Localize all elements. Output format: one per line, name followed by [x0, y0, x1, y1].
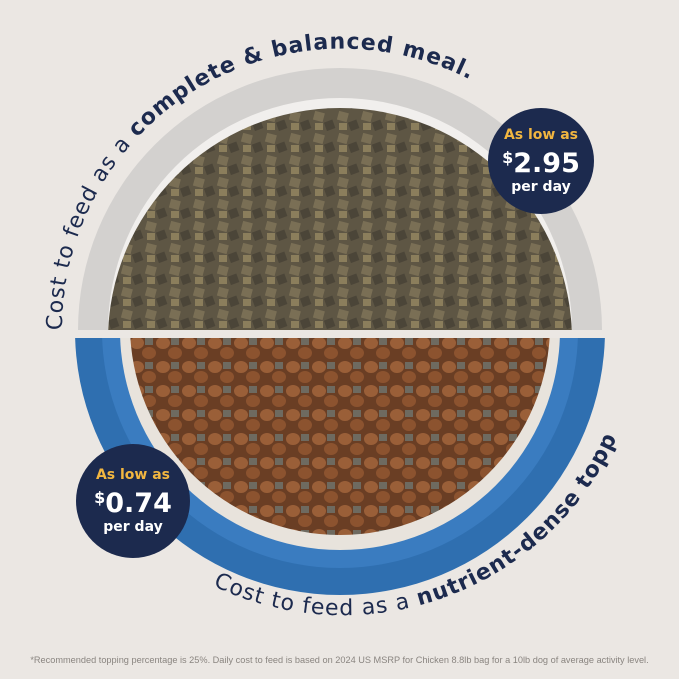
badge-label: As low as [503, 127, 579, 143]
badge-unit: per day [103, 519, 163, 535]
topper-price-badge: As low as $0.74 per day [76, 444, 190, 558]
badge-label: As low as [95, 467, 171, 483]
meal-price: $2.95 [502, 148, 580, 179]
top-bowl-meal [78, 68, 602, 330]
topper-price: $0.74 [94, 488, 172, 519]
badge-unit: per day [511, 179, 571, 195]
bottom-bowl-topper [75, 338, 605, 595]
meal-price-badge: As low as $2.95 per day [488, 108, 594, 214]
footnote: *Recommended topping percentage is 25%. … [30, 655, 649, 665]
